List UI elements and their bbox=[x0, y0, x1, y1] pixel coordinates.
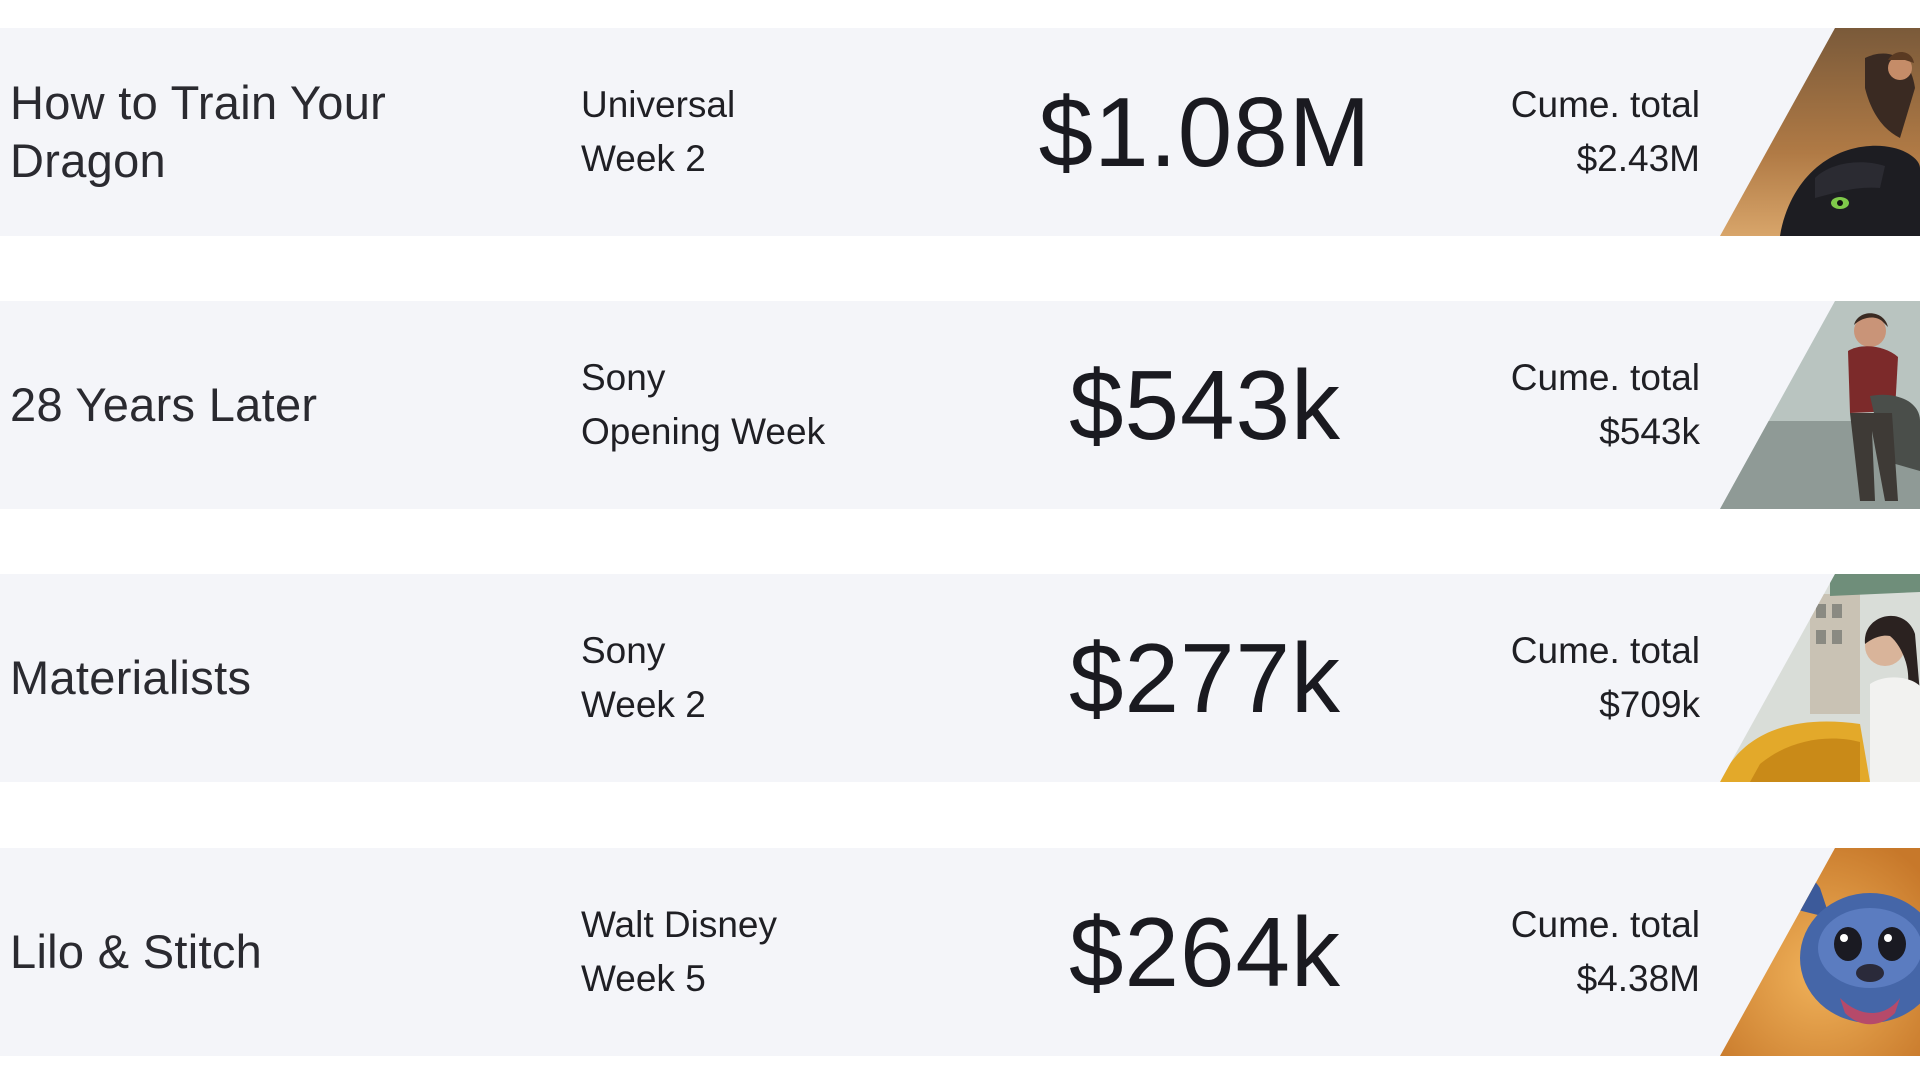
list-item: 28 Years Later Sony Opening Week $543k C… bbox=[0, 301, 1920, 509]
release-week: Week 2 bbox=[581, 138, 706, 179]
release-week: Week 5 bbox=[581, 958, 706, 999]
list-item: How to Train Your Dragon Universal Week … bbox=[0, 28, 1920, 236]
weekly-gross: $543k bbox=[1068, 349, 1341, 460]
distributor-name: Sony bbox=[581, 630, 666, 671]
cume-block: Cume. total $2.43M bbox=[1380, 28, 1700, 236]
movie-title: 28 Years Later bbox=[10, 378, 318, 431]
cume-label: Cume. total bbox=[1510, 357, 1700, 398]
release-week: Opening Week bbox=[581, 411, 826, 452]
weekly-gross: $1.08M bbox=[1038, 76, 1372, 187]
movie-title: Materialists bbox=[10, 651, 252, 704]
weekly-gross: $264k bbox=[1068, 896, 1341, 1007]
cume-total: $2.43M bbox=[1576, 138, 1700, 179]
cume-total: $543k bbox=[1599, 411, 1700, 452]
cume-block: Cume. total $709k bbox=[1380, 574, 1700, 782]
stitch-image bbox=[1720, 848, 1920, 1056]
movie-title: How to Train Your Dragon bbox=[10, 76, 387, 187]
cume-label: Cume. total bbox=[1510, 630, 1700, 671]
distributor-name: Universal bbox=[581, 84, 736, 125]
boy-climbing-image bbox=[1720, 301, 1920, 509]
list-item: Materialists Sony Week 2 $277k Cume. tot… bbox=[0, 574, 1920, 782]
woman-taxi-image bbox=[1720, 574, 1920, 782]
distributor-name: Walt Disney bbox=[581, 904, 778, 945]
cume-block: Cume. total $4.38M bbox=[1380, 848, 1700, 1056]
weekly-gross: $277k bbox=[1068, 622, 1341, 733]
cume-label: Cume. total bbox=[1510, 904, 1700, 945]
distributor-block: Sony Week 2 bbox=[581, 574, 1001, 782]
release-week: Week 2 bbox=[581, 684, 706, 725]
movie-title: Lilo & Stitch bbox=[10, 925, 263, 978]
dragon-rider-image bbox=[1720, 28, 1920, 236]
list-item: Lilo & Stitch Walt Disney Week 5 $264k C… bbox=[0, 848, 1920, 1056]
cume-label: Cume. total bbox=[1510, 84, 1700, 125]
distributor-block: Sony Opening Week bbox=[581, 301, 1001, 509]
distributor-block: Universal Week 2 bbox=[581, 28, 1001, 236]
distributor-block: Walt Disney Week 5 bbox=[581, 848, 1001, 1056]
cume-total: $709k bbox=[1599, 684, 1700, 725]
distributor-name: Sony bbox=[581, 357, 666, 398]
cume-total: $4.38M bbox=[1576, 958, 1700, 999]
cume-block: Cume. total $543k bbox=[1380, 301, 1700, 509]
